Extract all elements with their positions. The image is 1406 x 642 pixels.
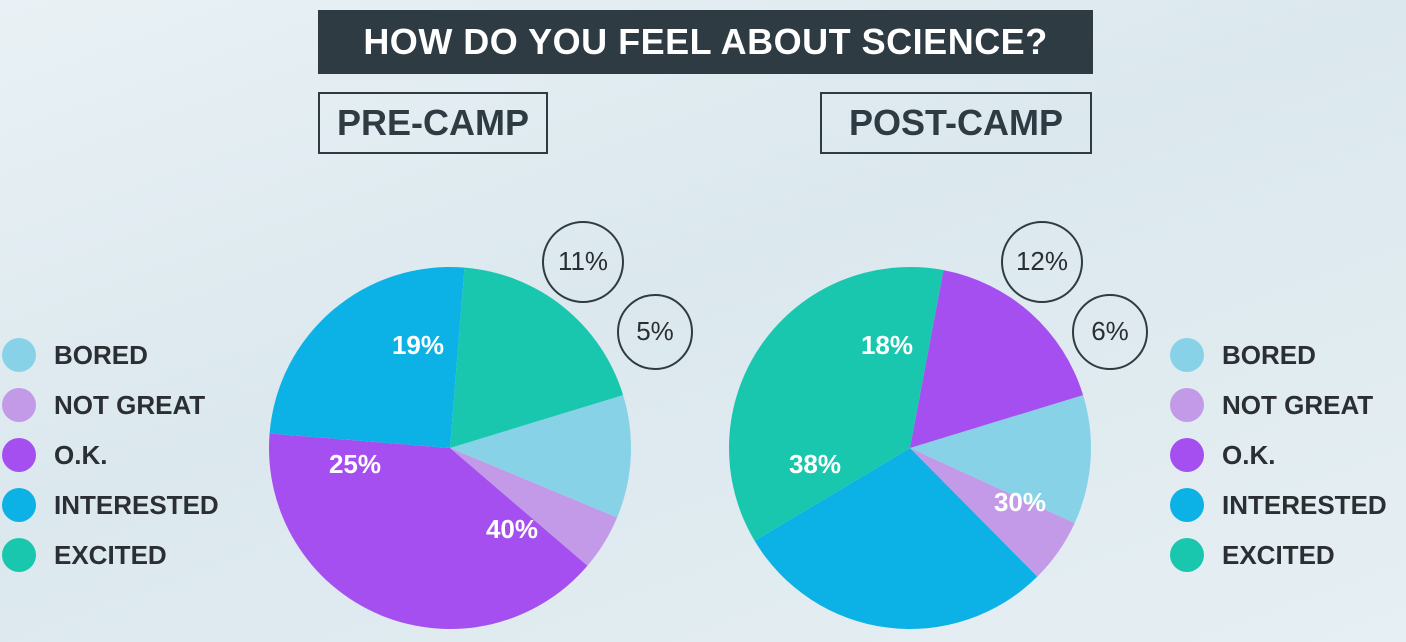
legend-swatch-interested	[1170, 488, 1204, 522]
legend-swatch-bored	[2, 338, 36, 372]
legend-label-ok: O.K.	[54, 439, 108, 470]
legend-item-bored: BORED	[2, 330, 219, 380]
pre-callout-label-not-great: 5%	[636, 316, 674, 346]
post-slice-excited	[728, 266, 944, 541]
post-camp-title: POST-CAMP	[820, 92, 1092, 154]
legend-right: BORED NOT GREAT O.K. INTERESTED EXCITED	[1170, 330, 1387, 580]
pre-label-interested: 25%	[329, 449, 381, 479]
post-callout-circle-not-great	[1072, 294, 1148, 370]
pre-slice-bored	[450, 395, 631, 518]
post-callout-label-bored: 12%	[1016, 246, 1068, 276]
legend-label-excited: EXCITED	[1222, 539, 1335, 570]
pre-label-o-k: 40%	[486, 514, 538, 544]
legend-label-interested: INTERESTED	[54, 489, 219, 520]
post-slice-o-k	[910, 270, 1084, 448]
legend-swatch-bored	[1170, 338, 1204, 372]
pre-slice-not-great	[450, 448, 618, 566]
legend-item-ok: O.K.	[1170, 430, 1387, 480]
legend-item-interested: INTERESTED	[2, 480, 219, 530]
post-slice-interested	[754, 448, 1038, 630]
legend-label-ok: O.K.	[1222, 439, 1276, 470]
post-label-interested: 30%	[994, 487, 1046, 517]
legend-swatch-interested	[2, 488, 36, 522]
post-label-o-k: 18%	[861, 330, 913, 360]
legend-swatch-ok	[2, 438, 36, 472]
legend-swatch-excited	[2, 538, 36, 572]
legend-label-not-great: NOT GREAT	[1222, 389, 1374, 420]
pre-callout-circle-not-great	[617, 294, 693, 370]
legend-item-not-great: NOT GREAT	[2, 380, 219, 430]
pre-callout-label-bored: 11%	[558, 246, 608, 276]
legend-item-interested: INTERESTED	[1170, 480, 1387, 530]
pre-label-excited: 19%	[392, 330, 444, 360]
legend-swatch-excited	[1170, 538, 1204, 572]
pre-callout-circle-bored	[542, 221, 624, 303]
legend-item-excited: EXCITED	[2, 530, 219, 580]
legend-item-bored: BORED	[1170, 330, 1387, 380]
legend-item-not-great: NOT GREAT	[1170, 380, 1387, 430]
legend-label-not-great: NOT GREAT	[54, 389, 206, 420]
pre-slice-excited	[450, 267, 624, 448]
post-callout-label-not-great: 6%	[1091, 316, 1129, 346]
post-slice-not-great	[910, 448, 1075, 577]
legend-label-interested: INTERESTED	[1222, 489, 1387, 520]
legend-label-bored: BORED	[54, 339, 148, 370]
post-callout-circle-bored	[1001, 221, 1083, 303]
chart-title: HOW DO YOU FEEL ABOUT SCIENCE?	[318, 10, 1093, 74]
legend-left: BORED NOT GREAT O.K. INTERESTED EXCITED	[2, 330, 219, 580]
post-slice-bored	[910, 395, 1091, 524]
legend-swatch-not-great	[1170, 388, 1204, 422]
legend-item-excited: EXCITED	[1170, 530, 1387, 580]
post-label-excited: 38%	[789, 449, 841, 479]
legend-item-ok: O.K.	[2, 430, 219, 480]
pre-camp-title: PRE-CAMP	[318, 92, 548, 154]
pre-slice-o-k	[268, 433, 588, 630]
legend-label-bored: BORED	[1222, 339, 1316, 370]
pre-slice-interested	[269, 266, 465, 448]
legend-swatch-not-great	[2, 388, 36, 422]
legend-swatch-ok	[1170, 438, 1204, 472]
legend-label-excited: EXCITED	[54, 539, 167, 570]
